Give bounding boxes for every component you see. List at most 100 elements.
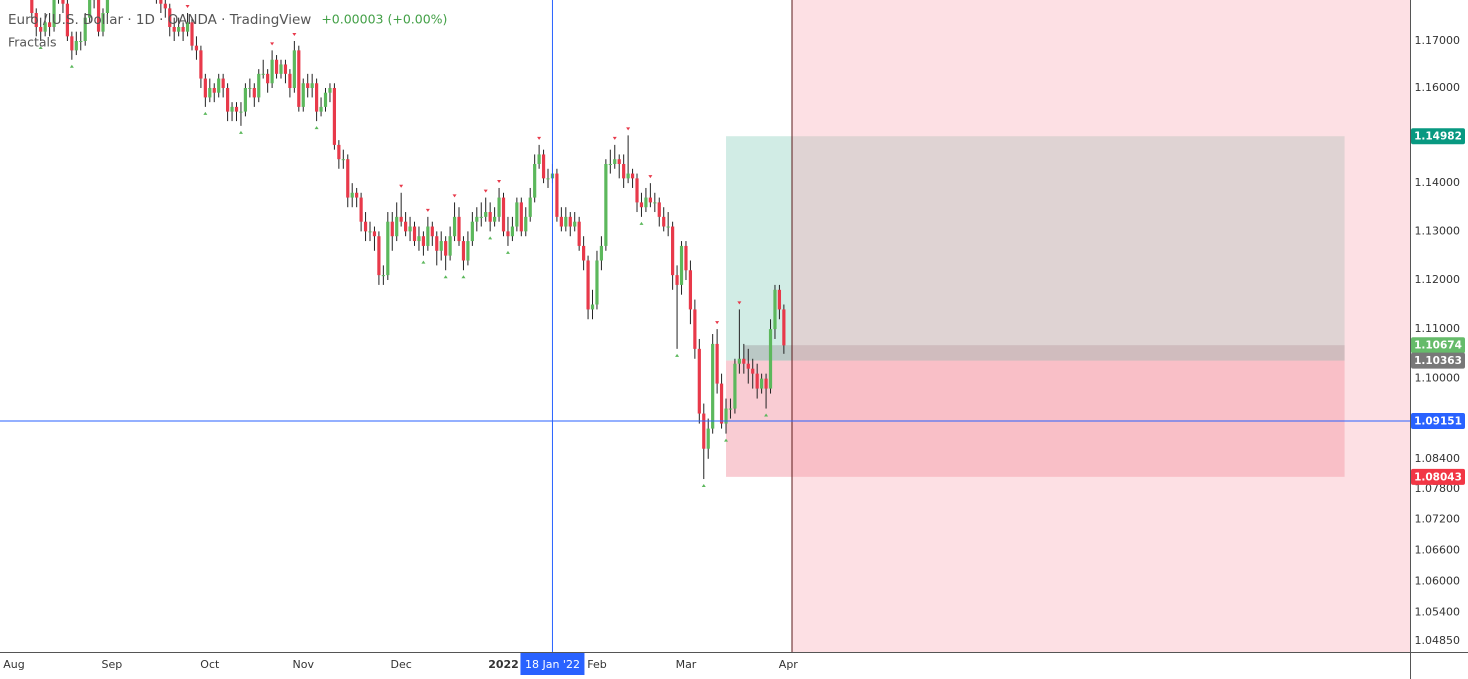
candle-body — [675, 275, 679, 285]
candle-body — [755, 373, 759, 389]
fractal-up — [626, 127, 631, 131]
candle-body — [359, 197, 363, 222]
x-tick-label: Nov — [293, 658, 315, 671]
candle-body — [657, 202, 661, 217]
x-tick-label: Aug — [3, 658, 24, 671]
candle-body — [163, 3, 167, 9]
candle-body — [688, 270, 693, 310]
candle-body — [177, 26, 181, 32]
candle-body — [39, 26, 43, 32]
candle-body — [399, 216, 403, 222]
candle-body — [617, 159, 621, 164]
fractal-down — [675, 353, 680, 357]
candle-body — [728, 408, 733, 410]
candle-body — [426, 226, 430, 246]
y-tick-label: 1.05400 — [1415, 605, 1461, 618]
crosshair-time-label: 18 Jan '22 — [525, 658, 580, 671]
fractal-down — [443, 275, 448, 279]
fractal-down — [421, 260, 426, 264]
candle-body — [346, 159, 350, 198]
candle-body — [764, 378, 768, 389]
candle-body — [194, 45, 199, 51]
candle-body — [439, 241, 443, 251]
candle-body — [279, 64, 283, 74]
candle-body — [644, 197, 648, 208]
candle-body — [595, 260, 599, 305]
crosshair-time-box — [520, 653, 585, 675]
candle-body — [541, 154, 546, 179]
x-tick-label: Dec — [391, 658, 412, 671]
candle-body — [719, 383, 724, 424]
crosshair-price-label: 1.09151 — [1414, 416, 1462, 428]
candle-body — [341, 159, 345, 161]
candle-body — [306, 83, 310, 88]
candle-body — [217, 78, 221, 93]
y-tick-label: 1.14000 — [1415, 176, 1461, 189]
fractal-up — [737, 301, 742, 305]
candle-body — [43, 22, 47, 32]
candle-body — [168, 8, 172, 27]
candle-body — [622, 163, 626, 179]
candle-body — [221, 78, 225, 88]
open-pnl-zone — [744, 345, 1345, 361]
candle-body — [626, 173, 630, 179]
fractal-up — [537, 136, 542, 140]
fractal-up — [270, 42, 275, 46]
candle-body — [65, 3, 70, 37]
target-price-label: 1.14982 — [1414, 131, 1462, 143]
candle-body — [408, 226, 412, 232]
candle-body — [386, 221, 390, 276]
candle-body — [711, 343, 715, 429]
y-tick-label: 1.13000 — [1415, 224, 1461, 237]
candle-body — [292, 50, 296, 88]
future-highlight — [792, 0, 1410, 652]
candle-body — [96, 0, 101, 32]
candle-body — [497, 197, 501, 217]
candle-body — [301, 83, 305, 107]
candle-body — [488, 212, 492, 222]
fractal-down — [488, 236, 493, 240]
fractal-down — [505, 250, 510, 254]
candle-body — [88, 0, 92, 18]
candle-body — [653, 202, 657, 204]
candle-body — [470, 221, 474, 242]
axes: 1.17000 1.16000 1.14000 1.13000 1.12000 1.110… — [3, 34, 1465, 675]
candle-body — [519, 202, 523, 232]
candle-body — [479, 216, 483, 218]
fractal-down — [764, 413, 769, 417]
candle-body — [315, 83, 319, 112]
candle-body — [421, 236, 426, 246]
overlay — [0, 0, 1410, 652]
candle-body — [181, 26, 185, 32]
candle-body — [203, 78, 207, 98]
candle-body — [582, 245, 586, 261]
candle-body — [261, 73, 265, 75]
last-price-label: 1.10674 — [1414, 340, 1462, 352]
candle-body — [506, 231, 510, 237]
fractal-down — [639, 221, 644, 225]
candle-body — [510, 226, 515, 237]
candle-body — [586, 260, 590, 310]
fractal-down — [203, 111, 208, 115]
candle-body — [702, 413, 706, 449]
candle-body — [733, 363, 737, 409]
candle-body — [79, 41, 83, 43]
candle-body — [185, 22, 190, 32]
candle-body — [635, 178, 639, 203]
fractal-up — [715, 321, 720, 325]
candle-body — [693, 309, 697, 349]
target-zone — [726, 136, 1345, 361]
candle-body — [515, 202, 519, 227]
fractal-up — [292, 33, 297, 37]
candle-body — [404, 221, 408, 232]
y-tick-label: 1.06600 — [1415, 543, 1461, 556]
candle-body — [555, 173, 559, 217]
fractal-up — [648, 175, 653, 179]
candle-body — [430, 226, 434, 237]
candle-body — [697, 348, 701, 414]
x-tick-label: Apr — [779, 658, 799, 671]
candle-body — [768, 329, 773, 389]
candle-body — [466, 241, 470, 261]
candle-body — [604, 163, 608, 246]
